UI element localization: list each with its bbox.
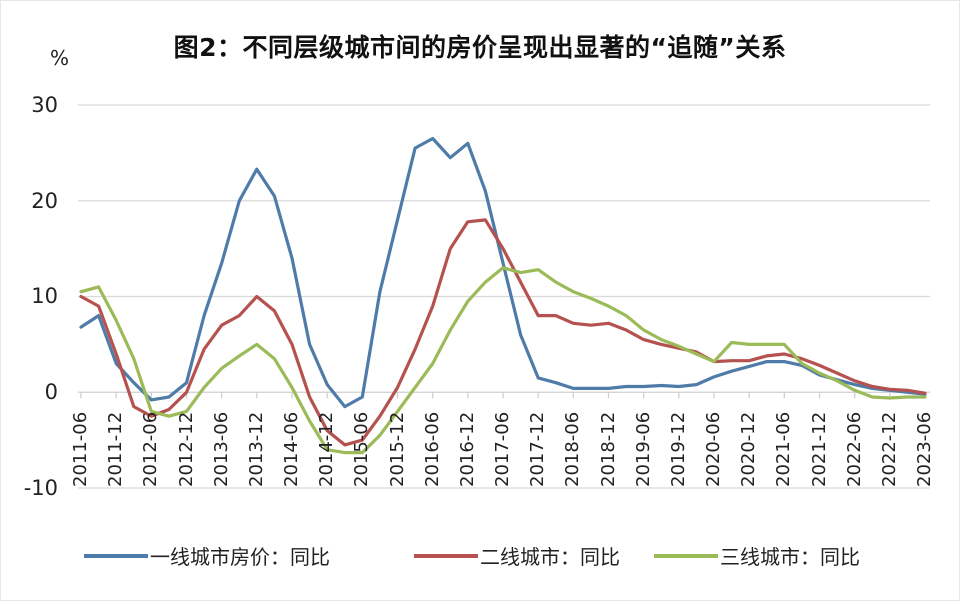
series-line-1: [79, 136, 927, 409]
x-tick-label: 2011-12: [105, 411, 127, 487]
y-tick-neg10: -10: [23, 476, 58, 500]
series-lines: [79, 136, 927, 455]
series-line-3: [79, 266, 927, 455]
legend-label-tier1: 一线城市房价：同比: [150, 545, 330, 569]
legend-item-tier3: 三线城市：同比: [654, 541, 860, 570]
x-tick-label: 2022-12: [878, 411, 900, 487]
y-axis-unit: %: [50, 46, 70, 70]
legend-item-tier2: 二线城市：同比: [414, 541, 620, 570]
x-tick-label: 2018-06: [562, 411, 584, 487]
x-tick-label: 2013-12: [245, 411, 267, 487]
x-tick-label: 2020-06: [703, 411, 724, 487]
x-tick-label: 2012-12: [175, 411, 197, 487]
x-tick-label: 2022-06: [843, 411, 865, 487]
gridlines: [78, 104, 930, 489]
x-tick-label: 2011-06: [70, 411, 91, 487]
y-tick-30: 30: [31, 93, 58, 117]
x-tick-label: 2019-06: [632, 411, 654, 487]
chart-title: 图2：不同层级城市间的房价呈现出显著的“追随”关系: [173, 33, 787, 62]
legend-swatch-green: [654, 553, 718, 558]
x-tick-label: 2012-06: [140, 411, 162, 487]
legend-swatch-red: [414, 553, 478, 558]
x-tick-label: 2013-06: [210, 411, 232, 487]
x-tick-label: 2018-12: [597, 411, 619, 487]
legend: 一线城市房价：同比 二线城市：同比 三线城市：同比: [0, 541, 960, 571]
series-line-2: [79, 218, 927, 447]
x-tick-label: 2017-12: [527, 411, 549, 487]
x-tick-label: 2015-12: [386, 411, 408, 487]
x-tick-label: 2021-06: [773, 411, 795, 487]
x-tick-label: 2014-12: [316, 411, 338, 487]
legend-label-tier2: 二线城市：同比: [480, 545, 620, 569]
x-tick-label: 2023-06: [914, 411, 935, 487]
x-tick-label: 2017-06: [492, 411, 513, 487]
x-tick-label: 2014-06: [281, 411, 302, 487]
x-tick-label: 2021-12: [808, 411, 830, 487]
x-tick-label: 2019-12: [667, 411, 689, 487]
y-tick-10: 10: [31, 284, 58, 308]
x-tick-label: 2020-12: [738, 411, 760, 487]
y-tick-0: 0: [44, 380, 58, 404]
y-tick-20: 20: [31, 189, 58, 213]
legend-swatch-blue: [84, 553, 148, 558]
legend-item-tier1: 一线城市房价：同比: [84, 541, 330, 570]
x-tick-label: 2016-06: [421, 411, 443, 487]
x-axis: [80, 392, 926, 399]
legend-label-tier3: 三线城市：同比: [720, 545, 860, 569]
x-tick-label: 2016-12: [456, 411, 478, 487]
x-tick-label: 2015-06: [351, 411, 373, 487]
